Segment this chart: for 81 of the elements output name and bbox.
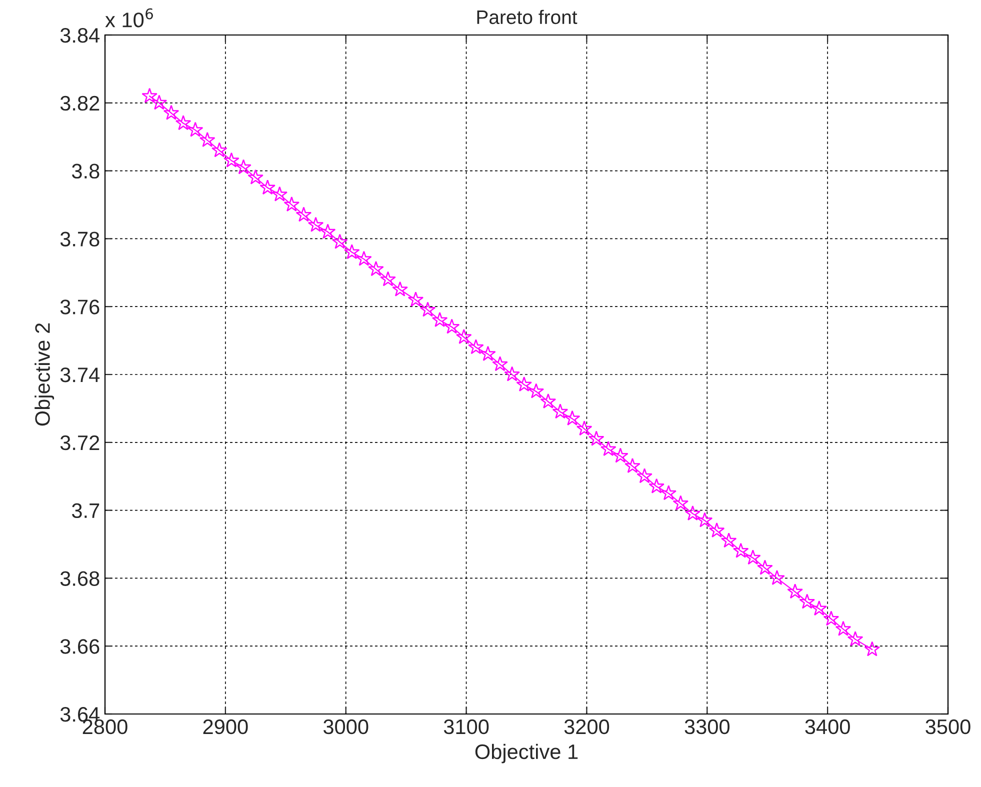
point [612,448,628,463]
point [811,600,828,616]
point [757,560,773,575]
point [151,94,168,110]
point [308,216,324,232]
point [696,512,713,528]
point [720,532,737,548]
point [260,180,276,195]
point [660,485,676,500]
point [284,196,300,212]
y-tick-label: 3.68 [60,571,100,586]
x-axis-title: Objective 1 [475,744,578,764]
point [175,115,192,130]
point [636,468,652,484]
x-tick-label: 3000 [323,719,368,734]
x-tick-label: 2900 [203,719,248,734]
point [504,366,520,382]
y-tick-label: 3.66 [60,639,100,654]
x-tick-label: 3400 [805,719,850,734]
point [823,610,840,626]
text: x 10$^{6}$ [105,8,153,28]
point [769,570,785,586]
point [344,244,360,260]
point [708,522,725,538]
point [540,393,556,408]
chart-title: Pareto front [477,10,578,24]
point [732,542,749,558]
x-tick-label: 3300 [684,719,730,734]
point [552,404,568,419]
point [332,234,348,249]
point [444,318,460,334]
point [392,281,408,296]
point [588,430,604,446]
point [420,302,436,317]
point [799,594,815,609]
point [684,505,701,520]
point [368,260,384,276]
point [480,346,496,361]
y-tick-label: 3.7 [72,503,100,518]
x-tick-label: 3100 [444,719,489,734]
x-tick-label: 3500 [926,719,970,734]
x-tick-label: 3200 [564,719,610,734]
point [272,186,288,202]
point [787,584,803,599]
y-tick-label: 3.8 [72,164,100,179]
point [296,206,312,222]
point [142,88,158,103]
y-axis-title: Objective 2 [34,323,54,426]
point [456,328,472,344]
point [564,410,580,426]
point [380,271,396,286]
point [187,122,204,137]
y-tick-label: 3.84 [60,28,100,43]
point [236,159,252,174]
point [248,169,264,184]
point [648,478,664,494]
y-tick-label: 3.82 [60,96,100,111]
point [432,312,448,327]
point [600,440,616,456]
y-tick-label: 3.76 [60,300,100,314]
point [408,292,424,307]
point [163,104,180,120]
point [864,641,880,656]
point [624,458,640,473]
point [492,356,508,372]
point [745,550,761,565]
y-tick-label: 3.78 [60,232,100,246]
point [847,631,864,646]
point [199,132,216,148]
point [224,152,240,168]
point [212,142,228,158]
point [528,383,544,398]
point [516,376,532,392]
point [468,339,484,354]
y-tick-label: 3.72 [60,435,100,450]
point [672,495,689,510]
point [356,250,372,266]
point [576,420,592,436]
y-tick-label: 3.74 [60,368,100,382]
point [835,620,852,636]
point [320,224,336,239]
